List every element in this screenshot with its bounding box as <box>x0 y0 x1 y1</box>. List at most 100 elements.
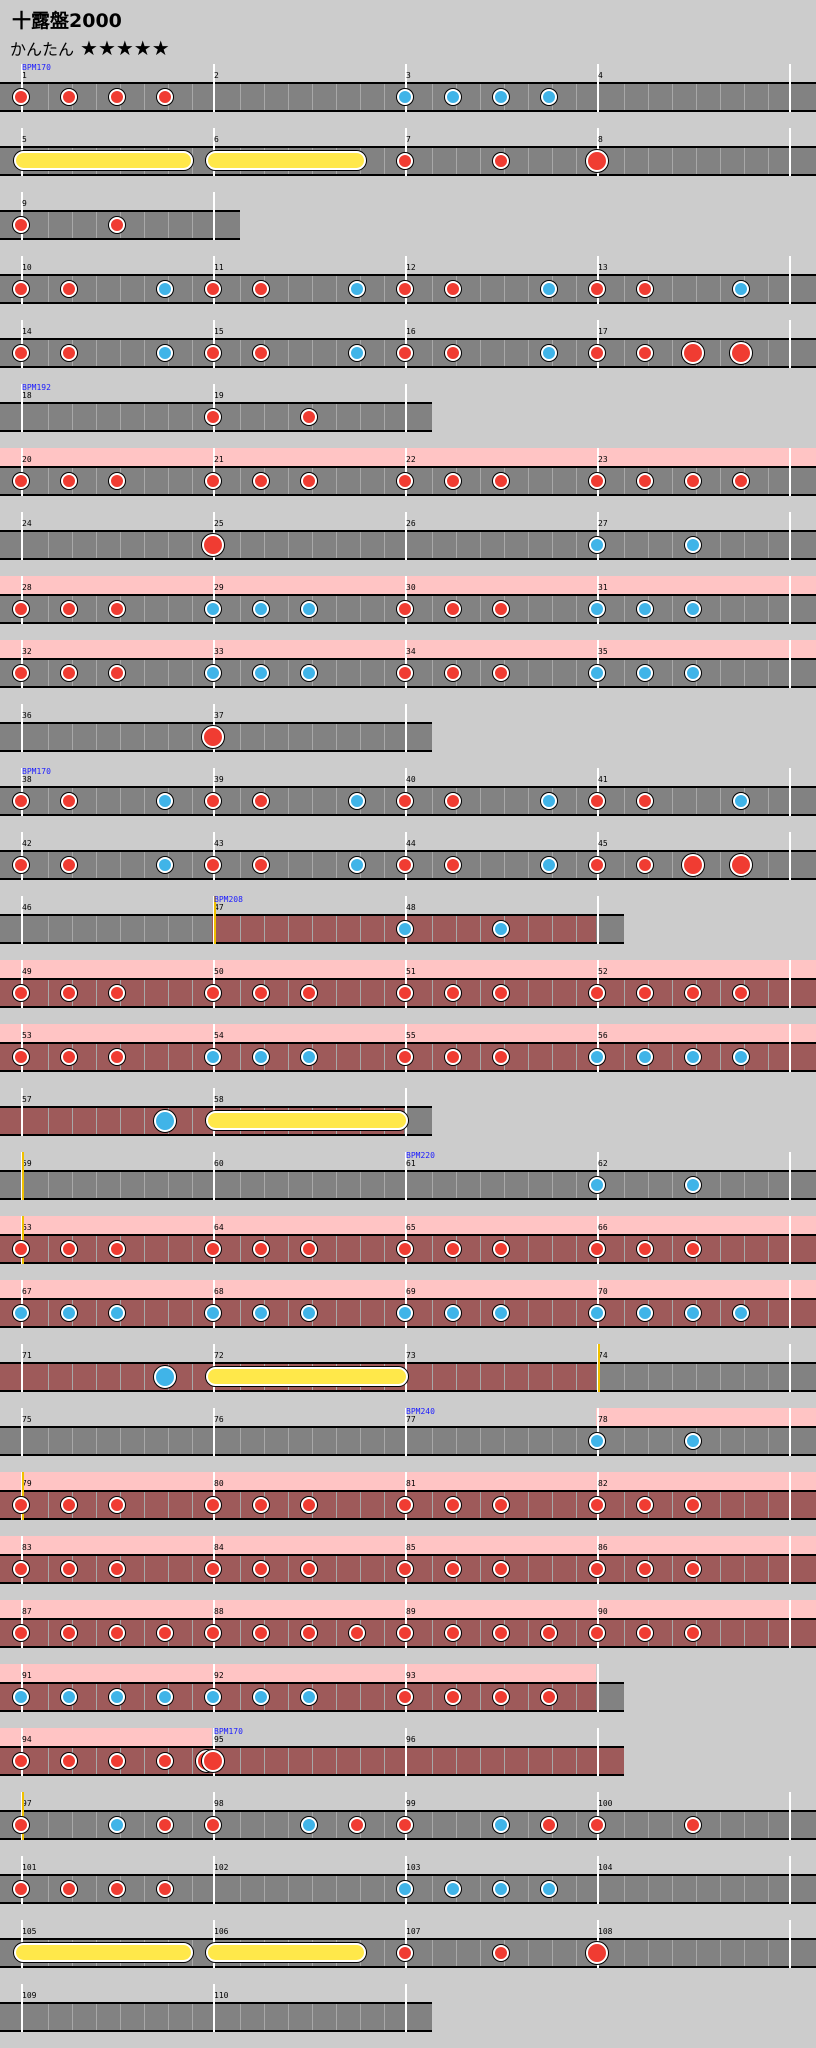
beat-line <box>552 596 553 622</box>
measure-number: 95 <box>214 1735 224 1744</box>
chart-row: 83 84 85 86 <box>0 1536 816 1600</box>
chart-row: 59 60 61 62 BPM220 <box>0 1152 816 1216</box>
beat-line <box>744 1620 745 1646</box>
beat-line <box>336 1172 337 1198</box>
beat-line <box>96 1300 97 1326</box>
barline-marker <box>22 1216 24 1264</box>
measure-number: 23 <box>598 455 608 464</box>
don-note <box>541 1625 557 1641</box>
beat-line <box>336 1684 337 1710</box>
beat-line <box>96 532 97 558</box>
measure-number: 78 <box>598 1415 608 1424</box>
measure-number: 12 <box>406 263 416 272</box>
measure-number: 63 <box>22 1223 32 1232</box>
beat-line <box>288 1620 289 1646</box>
beat-line <box>624 1620 625 1646</box>
measure-number: 47 <box>214 903 224 912</box>
measure-line <box>597 1216 599 1264</box>
measure-line <box>405 512 407 560</box>
beat-line <box>648 1172 649 1198</box>
drumroll-note <box>206 1943 366 1962</box>
measure-line <box>405 1216 407 1264</box>
ka-note <box>589 537 605 553</box>
don-note <box>61 601 77 617</box>
beat-line <box>480 1364 481 1390</box>
measure-number: 40 <box>406 775 416 784</box>
beat-line <box>504 532 505 558</box>
measure-line <box>597 896 599 944</box>
beat-line <box>48 1044 49 1070</box>
measure-number: 9 <box>22 199 27 208</box>
chart-row: 36 37 <box>0 704 816 768</box>
ka-note <box>637 1305 653 1321</box>
measure-number: 16 <box>406 327 416 336</box>
chart-row: 105 106 107 108 <box>0 1920 816 1984</box>
beat-line <box>192 340 193 366</box>
beat-line <box>72 1108 73 1134</box>
note-lane <box>0 1170 816 1200</box>
don-note <box>13 1561 29 1577</box>
beat-line <box>192 212 193 238</box>
don-note <box>589 1241 605 1257</box>
beat-line <box>192 468 193 494</box>
beat-line <box>624 596 625 622</box>
don-note <box>589 473 605 489</box>
beat-line <box>624 1492 625 1518</box>
don-note <box>301 1497 317 1513</box>
measure-line <box>597 1856 599 1904</box>
measure-line <box>21 1024 23 1072</box>
beat-line <box>48 788 49 814</box>
ka-note <box>349 345 365 361</box>
song-title: 十露盤2000 <box>12 10 122 32</box>
beat-line <box>360 1300 361 1326</box>
beat-line <box>768 1940 769 1966</box>
beat-line <box>96 84 97 110</box>
big-ka-note <box>154 1110 176 1132</box>
measure-line <box>597 1728 599 1776</box>
beat-line <box>288 1492 289 1518</box>
beat-line <box>240 724 241 750</box>
beat-line <box>672 276 673 302</box>
don-note <box>205 793 221 809</box>
measure-number: 61 <box>406 1159 416 1168</box>
drumroll-note <box>14 151 193 170</box>
ka-note <box>637 665 653 681</box>
beat-line <box>264 1428 265 1454</box>
beat-line <box>720 1428 721 1454</box>
beat-line <box>480 532 481 558</box>
beat-line <box>696 276 697 302</box>
don-note <box>205 857 221 873</box>
measure-line <box>21 960 23 1008</box>
beat-line <box>192 596 193 622</box>
beat-line <box>528 1684 529 1710</box>
beat-line <box>168 1428 169 1454</box>
don-note <box>637 281 653 297</box>
beat-line <box>552 468 553 494</box>
beat-line <box>48 1300 49 1326</box>
beat-line <box>288 1300 289 1326</box>
beat-line <box>96 2004 97 2030</box>
beat-line <box>528 596 529 622</box>
beat-line <box>744 1236 745 1262</box>
don-note <box>397 1561 413 1577</box>
beat-line <box>432 1492 433 1518</box>
beat-line <box>72 532 73 558</box>
beat-line <box>672 1876 673 1902</box>
beat-line <box>744 1556 745 1582</box>
measure-number: 27 <box>598 519 608 528</box>
beat-line <box>192 1812 193 1838</box>
beat-line <box>336 532 337 558</box>
beat-line <box>528 1812 529 1838</box>
beat-line <box>480 1492 481 1518</box>
beat-line <box>648 1876 649 1902</box>
beat-line <box>144 212 145 238</box>
beat-line <box>528 788 529 814</box>
don-note <box>109 217 125 233</box>
don-note <box>13 1881 29 1897</box>
beat-line <box>528 852 529 878</box>
don-note <box>541 1817 557 1833</box>
measure-line <box>405 1792 407 1840</box>
beat-line <box>240 1172 241 1198</box>
beat-line <box>624 1812 625 1838</box>
note-lane <box>0 274 816 304</box>
